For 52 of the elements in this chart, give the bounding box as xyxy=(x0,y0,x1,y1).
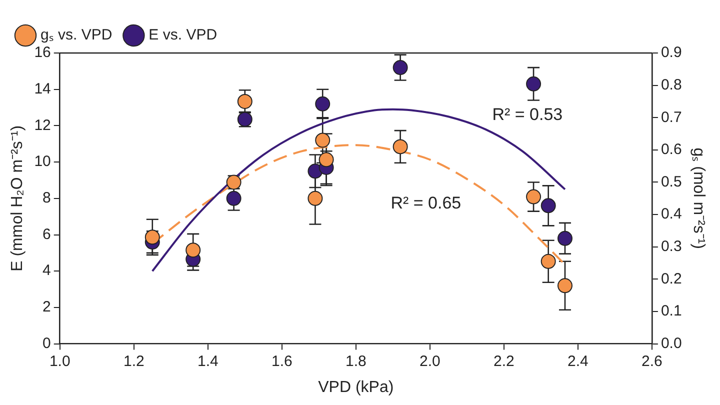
legend-label: E vs. VPD xyxy=(148,26,218,44)
y-tick-label: 6 xyxy=(42,226,51,243)
y2-tick-label: 0.7 xyxy=(660,108,682,126)
annotation: R² = 0.53 xyxy=(492,105,563,124)
point xyxy=(186,242,201,258)
point xyxy=(526,189,542,204)
y2-tick-label: 0.8 xyxy=(660,76,682,94)
point xyxy=(557,278,572,294)
x-tick-label: 2.2 xyxy=(494,352,514,370)
y2-tick-label: 0.6 xyxy=(660,141,682,158)
y2-axis-title: gₛ (mol m⁻²s⁻¹) xyxy=(690,148,707,250)
point xyxy=(144,230,160,245)
legend-label: gₛ vs. VPD xyxy=(40,26,112,44)
point xyxy=(318,152,334,168)
x-tick-label: 2.4 xyxy=(568,352,588,370)
x-tick-label: 1.4 xyxy=(197,352,218,370)
point xyxy=(526,76,542,92)
y2-tick-label: 0.0 xyxy=(660,334,682,352)
point xyxy=(392,139,408,154)
x-tick-label: 1.0 xyxy=(49,352,70,370)
y2-tick-label: 0.5 xyxy=(660,173,682,190)
point xyxy=(540,198,556,214)
x-tick-label: 1.2 xyxy=(123,352,144,370)
y-tick-label: 8 xyxy=(42,190,51,207)
y2-tick-label: 0.9 xyxy=(660,44,682,62)
y-tick-label: 4 xyxy=(42,262,51,280)
y-axis-title: E (mmol H₂O m⁻²s⁻¹) xyxy=(9,125,26,272)
x-tick-label: 1.8 xyxy=(345,352,366,370)
point xyxy=(315,132,330,148)
y-tick-label: 10 xyxy=(34,153,51,170)
y-tick-label: 16 xyxy=(34,44,51,62)
y2-tick-label: 0.2 xyxy=(660,270,682,288)
point xyxy=(557,230,572,246)
point xyxy=(540,254,556,269)
x-tick-label: 1.6 xyxy=(271,352,292,370)
y2-tick-label: 0.1 xyxy=(660,302,682,320)
y2-tick-label: 0.3 xyxy=(660,238,682,256)
point xyxy=(226,190,242,206)
point xyxy=(308,190,323,206)
y2-tick-label: 0.4 xyxy=(660,206,682,223)
y-tick-label: 2 xyxy=(42,298,51,316)
point xyxy=(392,60,408,76)
x-tick-label: 2.6 xyxy=(642,352,662,370)
point xyxy=(315,96,330,112)
point xyxy=(237,94,252,109)
annotation: R² = 0.65 xyxy=(390,193,462,212)
x-axis-title: VPD (kPa) xyxy=(318,378,394,396)
y-tick-label: 12 xyxy=(34,116,51,134)
y-tick-label: 0 xyxy=(42,334,51,352)
y-tick-label: 14 xyxy=(34,80,51,98)
line-series xyxy=(151,108,566,272)
x-tick-label: 2.0 xyxy=(419,352,440,370)
